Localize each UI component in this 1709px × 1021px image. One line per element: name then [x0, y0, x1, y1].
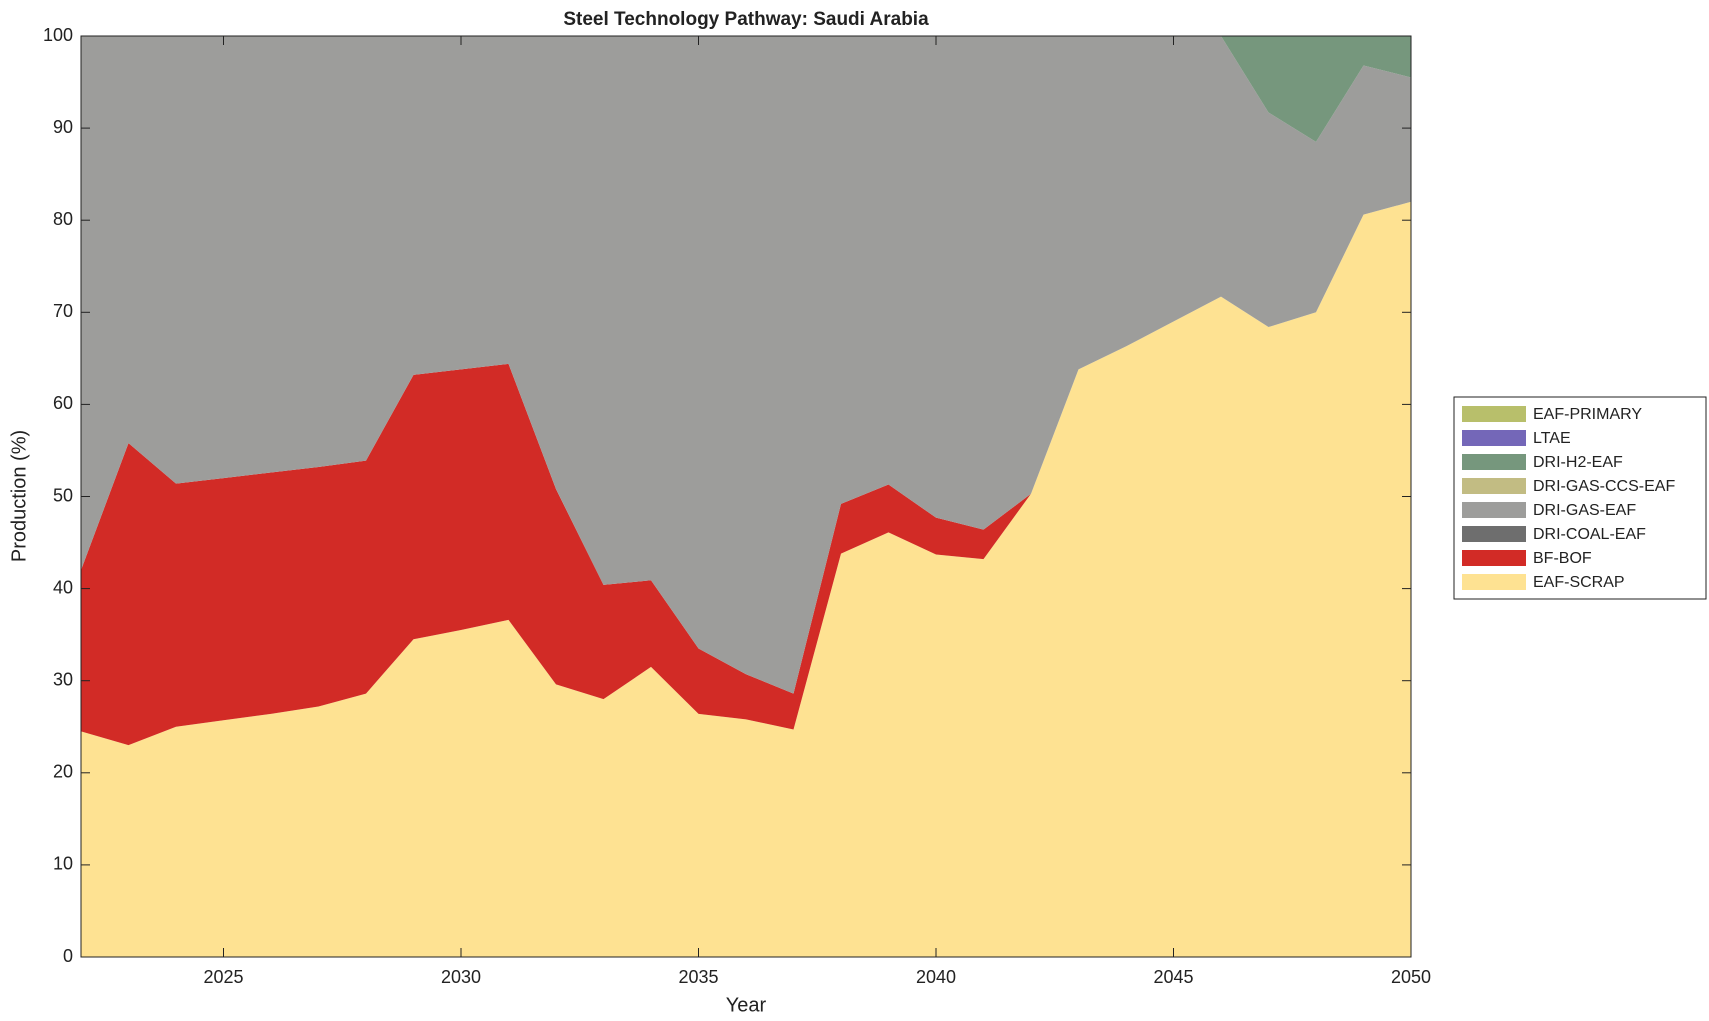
legend-box [1453, 396, 1707, 600]
legend-swatch [1462, 502, 1526, 518]
y-tick-label: 40 [53, 577, 73, 597]
x-axis-label: Year [726, 994, 767, 1016]
x-tick-label: 2030 [441, 967, 481, 987]
legend-label: DRI-GAS-EAF [1533, 502, 1636, 519]
y-tick-label: 80 [53, 209, 73, 229]
x-tick-label: 2035 [678, 967, 718, 987]
y-tick-label: 0 [63, 946, 73, 966]
area [81, 36, 1411, 694]
y-tick-label: 60 [53, 393, 73, 413]
area [81, 201, 1411, 957]
legend-swatch [1462, 526, 1526, 542]
y-tick-label: 50 [53, 485, 73, 505]
legend-label: DRI-GAS-CCS-EAF [1533, 478, 1675, 495]
area [81, 36, 1411, 142]
y-tick-label: 100 [43, 25, 73, 45]
legend-swatch [1462, 406, 1526, 422]
legend-label: EAF-PRIMARY [1533, 406, 1642, 423]
y-axis-label: Production (%) [8, 430, 30, 562]
legend-swatch [1462, 550, 1526, 566]
x-tick-label: 2025 [203, 967, 243, 987]
legend-swatch [1462, 574, 1526, 590]
x-tick-label: 2040 [916, 967, 956, 987]
y-tick-label: 20 [53, 762, 73, 782]
area [81, 201, 1411, 746]
legend-label: LTAE [1533, 430, 1571, 447]
legend-swatch [1462, 478, 1526, 494]
legend-label: DRI-H2-EAF [1533, 454, 1623, 471]
legend-label: BF-BOF [1533, 550, 1592, 567]
y-tick-label: 30 [53, 669, 73, 689]
legend-swatch [1462, 430, 1526, 446]
y-tick-label: 90 [53, 117, 73, 137]
legend-label: EAF-SCRAP [1533, 574, 1625, 591]
legend-swatch [1462, 454, 1526, 470]
chart-title: Steel Technology Pathway: Saudi Arabia [563, 9, 929, 30]
legend-label: DRI-COAL-EAF [1533, 526, 1646, 543]
y-tick-label: 10 [53, 854, 73, 874]
x-tick-label: 2045 [1153, 967, 1193, 987]
y-tick-label: 70 [53, 301, 73, 321]
x-tick-label: 2050 [1391, 967, 1431, 987]
